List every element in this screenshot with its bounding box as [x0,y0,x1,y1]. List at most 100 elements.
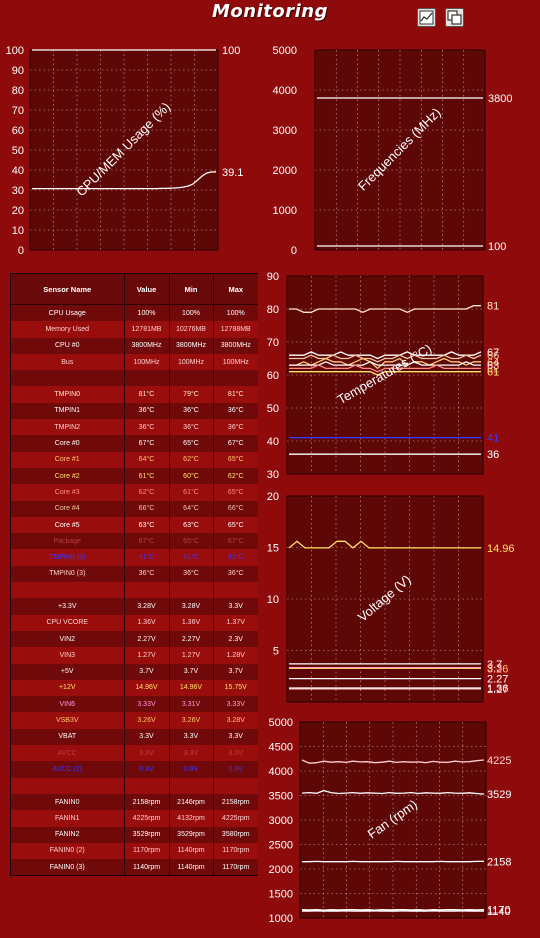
restore-windows-button[interactable] [445,8,464,27]
table-row[interactable]: CPU VCORE 1.36V 1.36V 1.37V [11,614,258,631]
value-cell [124,582,170,599]
series-line [301,759,485,764]
header-value[interactable]: Value [124,274,170,305]
table-row[interactable]: CPU Usage 100% 100% 100% [11,304,258,322]
y-tick-label: 5 [273,646,279,658]
table-row[interactable] [11,777,258,794]
min-cell: 4132rpm [169,810,214,827]
value-cell: 1140rpm [124,859,170,876]
sensor-name-cell: VSB3V [11,712,125,729]
y-tick-label: 40 [267,436,279,448]
table-row[interactable] [11,370,258,387]
series-line [289,371,481,376]
table-row[interactable]: Core #2 61°C 60°C 62°C [11,467,258,485]
window-title: Monitoring [212,1,328,22]
series-end-label: 39.1 [222,167,243,179]
table-row[interactable]: FANIN0 2158rpm 2146rpm 2158rpm [11,793,258,811]
y-tick-label: 50 [267,403,279,415]
table-row[interactable]: CPU #0 3800MHz 3800MHz 3800MHz [11,337,258,354]
table-row[interactable]: Memory Used 12781MB 10276MB 12788MB [11,321,258,338]
series-end-label: 66 [487,350,499,362]
table-row[interactable] [11,582,258,599]
y-tick-label: 10 [267,594,279,606]
table-row[interactable]: VIN2 2.27V 2.27V 2.3V [11,630,258,648]
sensor-name-cell: TMPIN0 (3) [11,565,125,583]
min-cell: 1140rpm [169,859,214,876]
header-min[interactable]: Min [169,274,214,305]
sensor-name-cell: Core #4 [11,500,125,517]
table-row[interactable]: VBAT 3.3V 3.3V 3.3V [11,728,258,746]
table-row[interactable]: Core #3 62°C 61°C 65°C [11,484,258,501]
max-cell: 3.33V [213,696,258,713]
table-row[interactable]: Core #4 66°C 64°C 66°C [11,500,258,517]
min-cell: 3.3V [169,745,214,762]
table-row[interactable]: TMPIN0 (2) 41°C 41°C 41°C [11,549,258,566]
table-row[interactable]: TMPIN0 81°C 79°C 81°C [11,386,258,403]
sensor-name-cell [11,370,125,387]
value-cell: 64°C [124,451,170,468]
table-row[interactable]: Bus 100MHz 100MHz 100MHz [11,353,258,371]
y-tick-label: 3000 [269,815,293,827]
y-tick-label: 5000 [269,717,293,729]
sensor-name-cell: FANIN0 (3) [11,859,125,876]
series-end-label: 41 [487,433,499,445]
y-tick-label: 5000 [273,45,297,57]
series-end-label: 63 [487,360,499,372]
series-end-label: 81 [487,301,499,313]
table-row[interactable]: TMPIN2 36°C 36°C 36°C [11,419,258,436]
sensor-name-cell: FANIN1 [11,810,125,827]
table-row[interactable]: TMPIN1 36°C 36°C 36°C [11,402,258,420]
series-end-label: 2.27 [487,674,508,686]
value-cell: 3.33V [124,696,170,713]
series-end-label: 2158 [487,856,511,868]
max-cell: 81°C [213,386,258,403]
min-cell: 62°C [169,451,214,468]
min-cell: 0.9V [169,761,214,778]
min-cell: 1.36V [169,614,214,631]
table-row[interactable]: VIN6 3.33V 3.31V 3.33V [11,696,258,713]
sensor-name-cell: AVCC [11,745,125,762]
y-tick-label: 80 [12,85,24,97]
sensor-name-cell: Core #0 [11,435,125,452]
table-row[interactable]: VIN3 1.27V 1.27V 1.28V [11,647,258,664]
min-cell: 100MHz [169,353,214,371]
table-row[interactable]: TMPIN0 (3) 36°C 36°C 36°C [11,565,258,583]
value-cell: 63°C [124,516,170,534]
table-row[interactable]: FANIN1 4225rpm 4132rpm 4225rpm [11,810,258,827]
header-sensor-name[interactable]: Sensor Name [11,274,125,305]
table-row[interactable]: FANIN2 3529rpm 3529rpm 3580rpm [11,826,258,843]
table-row[interactable]: +3.3V 3.28V 3.28V 3.3V [11,598,258,615]
min-cell: 3800MHz [169,337,214,354]
y-tick-label: 0 [18,245,24,257]
table-row[interactable]: Core #0 67°C 65°C 67°C [11,435,258,452]
sensor-name-cell: Core #1 [11,451,125,468]
table-row[interactable]: FANIN0 (2) 1170rpm 1140rpm 1170rpm [11,842,258,860]
table-row[interactable]: VSB3V 3.26V 3.26V 3.28V [11,712,258,729]
max-cell: 36°C [213,565,258,583]
y-tick-label: 60 [267,370,279,382]
table-row[interactable]: Core #5 63°C 63°C 65°C [11,516,258,534]
series-end-label: 3.3 [487,663,502,675]
table-row[interactable]: +5V 3.7V 3.7V 3.7V [11,663,258,680]
table-row[interactable]: FANIN0 (3) 1140rpm 1140rpm 1170rpm [11,859,258,876]
min-cell: 61°C [169,484,214,501]
min-cell: 10276MB [169,321,214,338]
min-cell: 2146rpm [169,793,214,811]
series-line [289,357,481,370]
min-cell: 2.27V [169,630,214,648]
table-row[interactable]: AVCC 3.3V 3.3V 3.3V [11,745,258,762]
series-end-label: 62 [487,363,499,375]
table-row[interactable]: Package 67°C 65°C 67°C [11,533,258,550]
frequencies-chart: 0100020003000400050003800100Frequencies … [273,45,513,257]
max-cell: 2158rpm [213,793,258,811]
max-cell: 1.37V [213,614,258,631]
table-row[interactable]: AVCC (2) 0.9V 0.9V 0.9V [11,761,258,778]
table-row[interactable]: +12V 14.96V 14.96V 15.75V [11,679,258,697]
sensor-name-cell: Core #2 [11,467,125,485]
max-cell: 36°C [213,419,258,436]
graph-view-button[interactable] [417,8,436,27]
value-cell: 4225rpm [124,810,170,827]
header-max[interactable]: Max [213,274,258,305]
y-tick-label: 2000 [273,165,297,177]
table-row[interactable]: Core #1 64°C 62°C 65°C [11,451,258,468]
